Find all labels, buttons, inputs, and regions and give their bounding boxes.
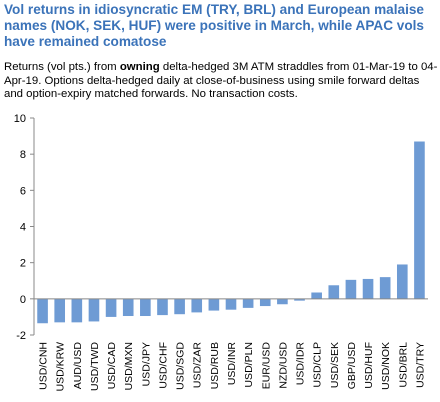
x-tick-label: USD/MXN xyxy=(123,342,135,390)
bar-usd-mxn xyxy=(122,298,134,317)
bar-usd-sek xyxy=(328,285,340,299)
y-tick-label: 8 xyxy=(20,149,26,161)
x-tick-label: USD/CLP xyxy=(312,342,324,388)
x-tick-label: AUD/USD xyxy=(72,342,84,390)
bar-usd-brl xyxy=(396,264,408,299)
y-tick-label: 0 xyxy=(20,294,26,306)
x-tick-label: USD/TRY xyxy=(414,342,426,388)
bar-aud-usd xyxy=(71,298,83,323)
x-tick-label: USD/INR xyxy=(226,342,238,386)
chart-title: Vol returns in idiosyncratic EM (TRY, BR… xyxy=(4,2,424,49)
x-tick-label: USD/RUB xyxy=(209,342,221,389)
x-tick-label: USD/HUF xyxy=(363,342,375,389)
x-tick-label: USD/BRL xyxy=(397,342,409,388)
bar-usd-clp xyxy=(311,292,322,299)
subtitle-text-start: Returns (vol pts.) from xyxy=(4,61,120,73)
x-tick-label: USD/CAD xyxy=(106,342,118,390)
x-tick-label: USD/CNH xyxy=(38,342,50,390)
bar-usd-cad xyxy=(105,298,117,317)
bar-usd-twd xyxy=(88,298,100,322)
x-tick-label: USD/TWD xyxy=(89,342,101,391)
bar-usd-nok xyxy=(379,277,391,299)
y-tick-label: 6 xyxy=(20,185,26,197)
chart-subtitle: Returns (vol pts.) from owning delta-hed… xyxy=(4,61,438,102)
bar-usd-pln xyxy=(242,298,254,308)
bar-usd-cnh xyxy=(37,298,48,324)
subtitle-bold-word: owning xyxy=(119,61,160,73)
bar-nzd-usd xyxy=(277,298,288,305)
bar-usd-krw xyxy=(54,298,66,323)
x-axis: USD/CNH USD/KRW AUD/USD USD/TWD USD/CAD USD/M… xyxy=(34,298,428,391)
y-tick-label: -2 xyxy=(16,330,26,342)
x-tick-label: USD/IDR xyxy=(295,342,307,386)
bar-eur-usd xyxy=(259,298,271,307)
bar-gbp-usd xyxy=(345,279,357,299)
bar-usd-idr xyxy=(294,298,305,301)
bar-usd-huf xyxy=(362,278,374,299)
bar-series xyxy=(37,141,425,324)
bar-usd-sgd xyxy=(174,298,185,315)
x-tick-label: USD/KRW xyxy=(55,342,67,391)
x-tick-label: USD/ZAR xyxy=(192,342,204,389)
y-tick-label: 2 xyxy=(20,258,26,270)
y-tick-label: 4 xyxy=(20,222,26,234)
x-tick-label: USD/CHF xyxy=(157,342,169,389)
bar-usd-jpy xyxy=(140,298,151,317)
x-tick-label: GBP/USD xyxy=(346,342,358,390)
y-tick-label: 10 xyxy=(14,113,26,125)
bar-usd-try xyxy=(414,141,425,299)
x-tick-label: USD/NOK xyxy=(380,342,392,390)
x-tick-label: EUR/USD xyxy=(260,342,272,390)
subtitle-text-end: delta-hedged 3M ATM straddles from 01-Ma… xyxy=(4,61,438,100)
x-tick-label: USD/SGD xyxy=(175,342,187,390)
bar-usd-chf xyxy=(157,298,168,316)
x-tick-label: NZD/USD xyxy=(277,342,289,389)
x-tick-label: USD/PLN xyxy=(243,342,255,388)
bar-usd-zar xyxy=(191,298,203,313)
x-tick-label: USD/SEK xyxy=(329,342,341,388)
x-tick-label: USD/JPY xyxy=(140,342,152,386)
y-axis: -2 0 2 4 6 8 10 xyxy=(14,113,35,342)
bar-usd-rub xyxy=(208,298,220,311)
bar-usd-inr xyxy=(225,298,237,310)
